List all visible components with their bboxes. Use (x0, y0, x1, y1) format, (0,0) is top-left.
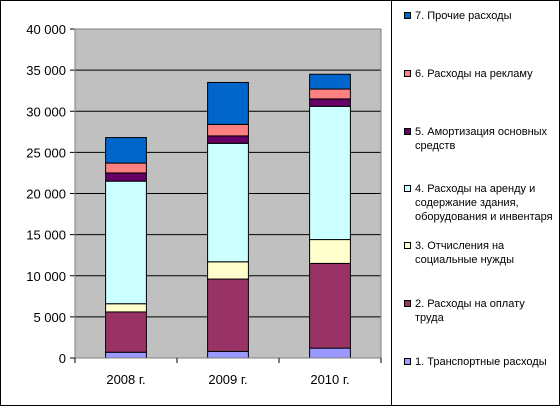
legend-item-6: 6. Расходы на рекламу (404, 67, 556, 81)
bar-segment-2-1 (105, 311, 147, 353)
legend-label-1: 1. Транспортные расходы (415, 356, 547, 368)
legend-item-5: 5. Амортизация основных средств (404, 125, 556, 153)
legend-swatch-1 (404, 358, 411, 365)
bar-segment-6-3 (309, 88, 351, 100)
x-category-labels: 2008 г. 2009 г. 2010 г. (106, 372, 349, 387)
bar-segment-6-1 (105, 162, 147, 174)
y-tick-label: 40 000 (26, 22, 66, 37)
bar-segment-2-2 (207, 278, 249, 352)
legend-label-2: 2. Расходы на оплату труда (415, 298, 525, 324)
legend-swatch-6 (404, 70, 411, 77)
bar-segment-1-2 (207, 350, 249, 359)
y-tick-label: 15 000 (26, 228, 66, 243)
y-tick-label: 10 000 (26, 269, 66, 284)
bar-segment-7-2 (207, 81, 249, 125)
x-category-label: 2008 г. (106, 372, 145, 387)
legend-item-4: 4. Расходы на аренду и содержание здания… (404, 182, 556, 224)
bars (105, 73, 351, 359)
bar-segment-5-1 (105, 172, 147, 182)
legend-item-2: 2. Расходы на оплату труда (404, 297, 556, 325)
bar-segment-4-3 (309, 105, 351, 241)
legend-swatch-2 (404, 300, 411, 307)
y-tick-label: 35 000 (26, 63, 66, 78)
legend-swatch-7 (404, 12, 411, 19)
bar-segment-3-2 (207, 261, 249, 280)
legend: 7. Прочие расходы 6. Расходы на рекламу … (391, 1, 557, 405)
x-category-label: 2010 г. (310, 372, 349, 387)
y-tick-label: 25 000 (26, 145, 66, 160)
bar-segment-3-3 (309, 239, 351, 264)
legend-label-7: 7. Прочие расходы (415, 10, 512, 22)
legend-swatch-5 (404, 128, 411, 135)
bar-segment-7-3 (309, 73, 351, 90)
x-category-label: 2009 г. (208, 372, 247, 387)
y-tick-label: 30 000 (26, 104, 66, 119)
legend-label-3: 3. Отчисления на социальные нужды (415, 240, 514, 266)
bar-segment-5-3 (309, 98, 351, 107)
y-tick-label: 5 000 (33, 310, 66, 325)
legend-swatch-3 (404, 242, 411, 249)
bar-segment-5-2 (207, 135, 249, 144)
bar-segment-3-1 (105, 303, 147, 313)
legend-item-7: 7. Прочие расходы (404, 9, 556, 23)
bar-segment-1-1 (105, 351, 147, 359)
legend-item-1: 1. Транспортные расходы (404, 355, 556, 369)
legend-swatch-4 (404, 185, 411, 192)
bar-segment-4-1 (105, 180, 147, 305)
bar-segment-6-2 (207, 123, 249, 137)
axes (70, 28, 382, 363)
plot-border (74, 28, 382, 359)
bar-segment-4-2 (207, 142, 249, 263)
bar-segment-2-3 (309, 262, 351, 349)
bar-segment-7-1 (105, 137, 147, 164)
legend-label-4: 4. Расходы на аренду и содержание здания… (415, 183, 553, 223)
y-tick-labels: 0 5 000 10 000 15 000 20 000 25 000 30 000 35 0… (26, 22, 66, 366)
legend-label-5: 5. Амортизация основных средств (415, 126, 548, 152)
y-tick-label: 20 000 (26, 187, 66, 202)
legend-label-6: 6. Расходы на рекламу (415, 68, 533, 80)
legend-item-3: 3. Отчисления на социальные нужды (404, 239, 556, 267)
bar-segment-1-3 (309, 347, 351, 359)
y-tick-label: 0 (59, 351, 66, 366)
